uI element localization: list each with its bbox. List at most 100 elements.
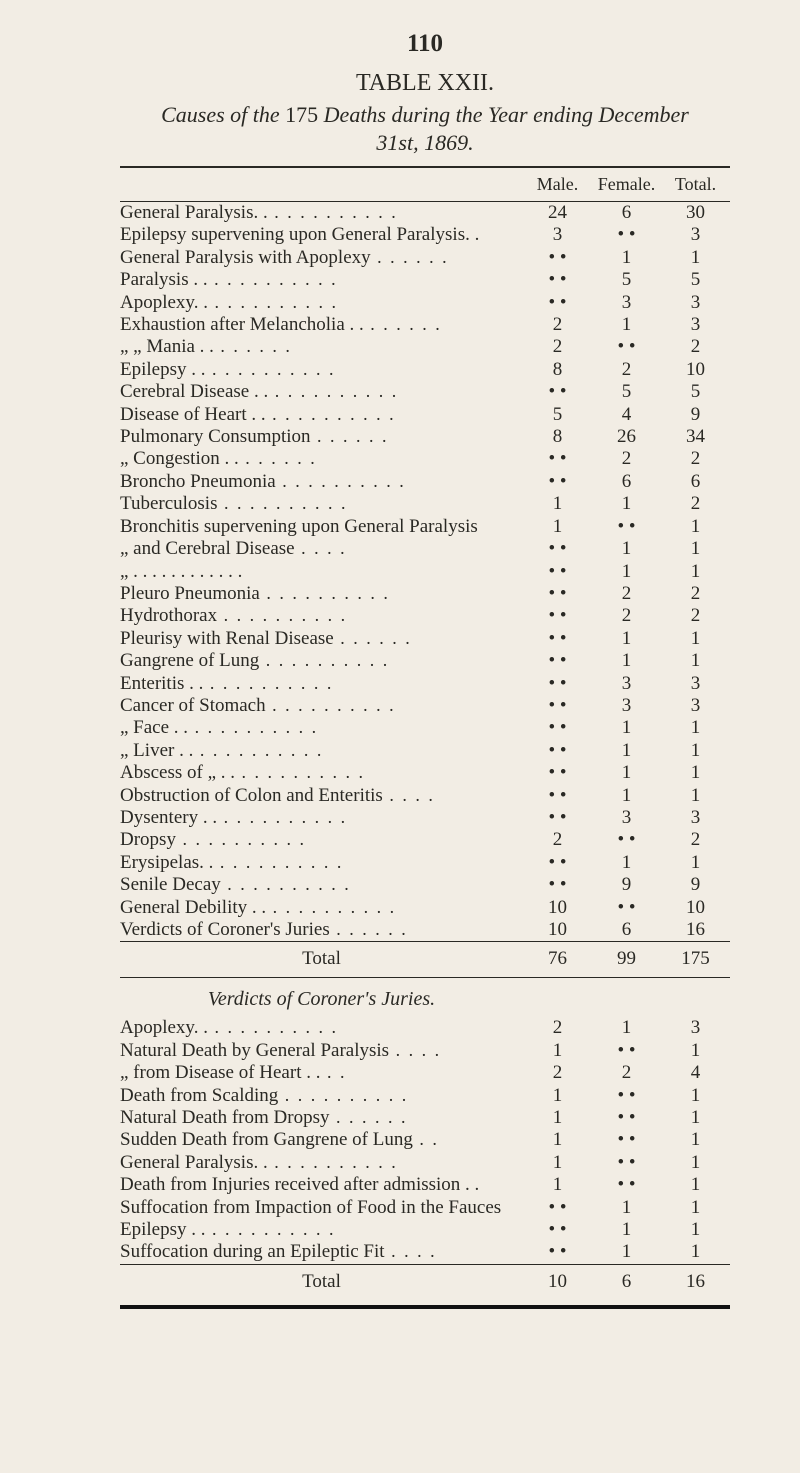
row-male: • • — [523, 561, 592, 583]
row-female: • • — [592, 829, 661, 851]
table-body-1: General Paralysis. .24630Epilepsy superv… — [120, 202, 730, 942]
table-row: Pleurisy with Renal Disease• •11 — [120, 628, 730, 650]
row-total: 10 — [661, 359, 730, 381]
table-row: Epilepsy . .8210 — [120, 359, 730, 381]
row-total: 1 — [661, 1085, 730, 1107]
row-male: • • — [523, 583, 592, 605]
row-female: 6 — [592, 202, 661, 225]
table-row: Natural Death from Dropsy1• •1 — [120, 1107, 730, 1129]
row-female: 6 — [592, 471, 661, 493]
row-total: 1 — [661, 1197, 730, 1219]
row-female: • • — [592, 897, 661, 919]
row-total: 1 — [661, 762, 730, 784]
row-label: Paralysis . . — [120, 269, 523, 291]
row-female: 1 — [592, 1017, 661, 1039]
row-female: 5 — [592, 381, 661, 403]
row-female: • • — [592, 1129, 661, 1151]
row-total: 30 — [661, 202, 730, 225]
row-male: • • — [523, 785, 592, 807]
table-row: Epilepsy . .• •11 — [120, 1219, 730, 1241]
section-2-title: Verdicts of Coroner's Juries. — [120, 977, 523, 1017]
table-row: „ from Disease of Heart . .224 — [120, 1062, 730, 1084]
blank-cell — [661, 977, 730, 1017]
row-male: 1 — [523, 1107, 592, 1129]
row-female: 1 — [592, 314, 661, 336]
row-label: Abscess of „ . . — [120, 762, 523, 784]
row-male: 2 — [523, 314, 592, 336]
row-male: 8 — [523, 426, 592, 448]
row-female: 1 — [592, 1219, 661, 1241]
table-row: Dropsy2• •2 — [120, 829, 730, 851]
row-male: • • — [523, 381, 592, 403]
row-total: 2 — [661, 448, 730, 470]
row-label: „ from Disease of Heart . . — [120, 1062, 523, 1084]
table-row: Senile Decay• •99 — [120, 874, 730, 896]
table-row: Cerebral Disease . .• •55 — [120, 381, 730, 403]
row-total: 2 — [661, 583, 730, 605]
row-female: 9 — [592, 874, 661, 896]
row-total: 1 — [661, 561, 730, 583]
table-row: Hydrothorax• •22 — [120, 605, 730, 627]
table-row: Apoplexy. .• •33 — [120, 292, 730, 314]
row-male: • • — [523, 1241, 592, 1264]
row-total: 1 — [661, 1219, 730, 1241]
row-total: 1 — [661, 1040, 730, 1062]
caption-number: 175 — [285, 102, 318, 127]
row-female: 26 — [592, 426, 661, 448]
row-male: 1 — [523, 1040, 592, 1062]
row-male: • • — [523, 247, 592, 269]
row-total: 2 — [661, 829, 730, 851]
row-female: 2 — [592, 605, 661, 627]
table-row: Natural Death by General Paralysis1• •1 — [120, 1040, 730, 1062]
row-female: • • — [592, 1107, 661, 1129]
row-total: 3 — [661, 695, 730, 717]
row-label: General Debility . . — [120, 897, 523, 919]
table-title: TABLE XXII. — [120, 70, 730, 97]
table-row: Cancer of Stomach• •33 — [120, 695, 730, 717]
table-row: Tuberculosis112 — [120, 493, 730, 515]
row-male: • • — [523, 605, 592, 627]
row-male: 2 — [523, 829, 592, 851]
row-male: 2 — [523, 1062, 592, 1084]
document-page: 110 TABLE XXII. Causes of the 175 Deaths… — [0, 0, 800, 1329]
total2-label: Total — [120, 1264, 523, 1299]
row-female: • • — [592, 1040, 661, 1062]
blank-cell — [523, 977, 592, 1017]
row-total: 5 — [661, 381, 730, 403]
table-row: „ and Cerebral Disease• •11 — [120, 538, 730, 560]
row-female: • • — [592, 1152, 661, 1174]
row-total: 3 — [661, 224, 730, 246]
table-row: Gangrene of Lung• •11 — [120, 650, 730, 672]
total-male: 76 — [523, 942, 592, 977]
total-female: 99 — [592, 942, 661, 977]
row-total: 1 — [661, 1241, 730, 1264]
row-male: 2 — [523, 1017, 592, 1039]
row-female: 1 — [592, 650, 661, 672]
row-total: 1 — [661, 1107, 730, 1129]
row-male: • • — [523, 874, 592, 896]
row-label: Epilepsy supervening upon General Paraly… — [120, 224, 523, 246]
row-label: Obstruction of Colon and Enteritis — [120, 785, 523, 807]
row-label: Sudden Death from Gangrene of Lung — [120, 1129, 523, 1151]
row-label: „ Congestion . . — [120, 448, 523, 470]
row-female: 3 — [592, 292, 661, 314]
row-total: 9 — [661, 404, 730, 426]
row-label: Pleuro Pneumonia — [120, 583, 523, 605]
table-row: General Debility . .10• •10 — [120, 897, 730, 919]
row-total: 1 — [661, 1152, 730, 1174]
row-total: 6 — [661, 471, 730, 493]
row-total: 1 — [661, 785, 730, 807]
row-label: Disease of Heart . . — [120, 404, 523, 426]
row-male: 10 — [523, 919, 592, 942]
table-row: Pleuro Pneumonia• •22 — [120, 583, 730, 605]
row-label: Dysentery . . — [120, 807, 523, 829]
table-row: Bronchitis supervening upon General Para… — [120, 516, 730, 538]
row-male: • • — [523, 471, 592, 493]
page-number: 110 — [120, 30, 730, 58]
row-male: 8 — [523, 359, 592, 381]
table-row: Disease of Heart . .549 — [120, 404, 730, 426]
row-total: 3 — [661, 807, 730, 829]
row-label: Pleurisy with Renal Disease — [120, 628, 523, 650]
row-male: • • — [523, 740, 592, 762]
row-label: Apoplexy. . — [120, 292, 523, 314]
